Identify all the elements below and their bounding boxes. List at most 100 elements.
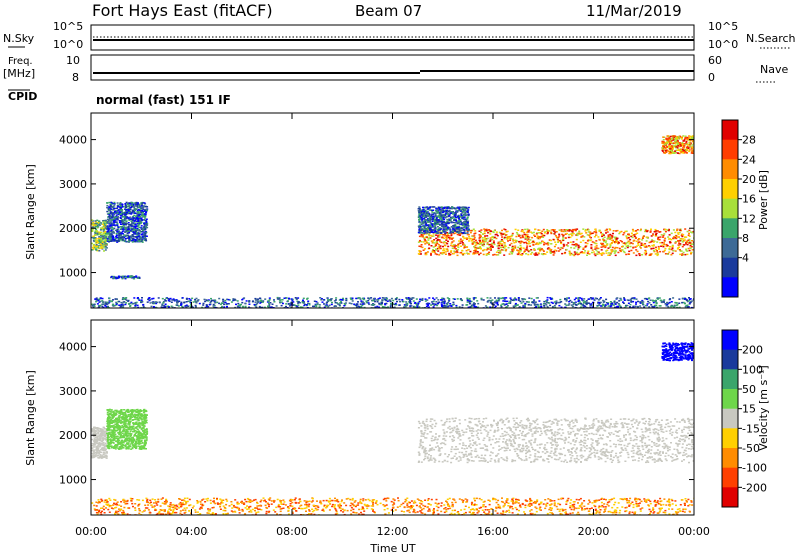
scatter-cell-1 xyxy=(120,213,122,215)
scatter-cell-6 xyxy=(383,297,385,299)
scatter-cell-6 xyxy=(639,301,642,303)
scatter-cell-1 xyxy=(123,206,126,208)
scatter-cell-6 xyxy=(593,298,596,301)
scatter-cell-3 xyxy=(436,253,439,256)
scatter-cell-3 xyxy=(655,233,657,236)
scatter-cell-4 xyxy=(438,208,441,210)
scatter-cell-3 xyxy=(611,246,614,249)
scatter-cell-3 xyxy=(543,243,545,246)
scatter-cell-3 xyxy=(608,254,611,256)
scatter-cell-3 xyxy=(579,233,582,235)
scatter-cell-1 xyxy=(122,229,125,231)
scatter-cell-4 xyxy=(460,214,463,216)
nave-label: Nave xyxy=(760,63,788,76)
scatter-cell-1 xyxy=(131,219,134,221)
scatter-cell-3 xyxy=(597,236,600,238)
scatter-cell-1 xyxy=(117,206,120,208)
scatter-cell-3 xyxy=(528,236,531,238)
scatter-cell-5 xyxy=(684,149,687,152)
scatter-cell-6 xyxy=(692,299,694,301)
scatter-cell-3 xyxy=(569,241,572,243)
scatter-cell-6 xyxy=(574,302,577,304)
scatter-cell-6 xyxy=(675,304,678,307)
scatter-cell-4 xyxy=(466,218,469,220)
scatter-cell-3 xyxy=(478,234,481,236)
scatter-cell-4 xyxy=(418,206,421,208)
scatter-cell-3 xyxy=(479,252,482,254)
scatter-cell-3 xyxy=(627,237,630,239)
scatter-cell-3 xyxy=(557,247,560,249)
scatter-cell-4 xyxy=(424,216,427,218)
scatter-cell-3 xyxy=(478,236,481,238)
scatter-cell-4 xyxy=(442,214,445,216)
scatter-cell-3 xyxy=(485,240,488,242)
scatter-cell-3 xyxy=(553,233,556,235)
scatter-cell-3 xyxy=(595,234,598,237)
scatter-cell-3 xyxy=(502,249,505,251)
scatter-cell-3 xyxy=(451,244,454,247)
scatter-cell-3 xyxy=(434,253,437,255)
scatter-cell-6 xyxy=(613,300,616,302)
scatter-cell-6 xyxy=(129,305,132,307)
scatter-cell-6 xyxy=(112,305,115,307)
scatter-cell-4 xyxy=(434,214,437,216)
scatter-cell-6 xyxy=(280,304,283,307)
scatter-cell-1 xyxy=(136,239,139,241)
scatter-cell-3 xyxy=(657,247,660,250)
scatter-cell-3 xyxy=(495,233,498,236)
scatter-cell-6 xyxy=(382,306,385,308)
scatter-cell-6 xyxy=(125,297,128,299)
scatter-cell-4 xyxy=(457,220,460,222)
scatter-cell-3 xyxy=(547,244,550,246)
scatter-cell-3 xyxy=(691,231,694,234)
scatter-cell-3 xyxy=(649,230,652,232)
scatter-cell-3 xyxy=(434,248,437,250)
scatter-cell-3 xyxy=(421,246,424,249)
scatter-cell-3 xyxy=(475,241,478,244)
scatter-cell-0 xyxy=(98,220,101,223)
scatter-cell-6 xyxy=(325,304,328,306)
scatter-cell-4 xyxy=(437,208,440,210)
scatter-cell-4 xyxy=(442,210,445,212)
scatter-cell-4 xyxy=(418,211,421,213)
scatter-cell-6 xyxy=(160,306,163,308)
scatter-cell-3 xyxy=(554,231,557,233)
scatter-cell-3 xyxy=(435,237,438,240)
scatter-cell-3 xyxy=(670,232,673,235)
scatter-cell-6 xyxy=(655,299,657,302)
scatter-cell-3 xyxy=(483,239,486,241)
scatter-cell-6 xyxy=(360,300,363,302)
scatter-cell-1 xyxy=(109,204,112,206)
scatter-cell-1 xyxy=(119,226,122,228)
scatter-cell-6 xyxy=(176,301,179,303)
scatter-cell-1 xyxy=(128,239,131,241)
scatter-cell-6 xyxy=(607,305,610,307)
scatter-cell-6 xyxy=(292,304,295,306)
scatter-cell-6 xyxy=(92,306,95,308)
scatter-cell-4 xyxy=(456,207,458,210)
scatter-cell-3 xyxy=(503,237,506,240)
scatter-cell-3 xyxy=(490,230,492,233)
scatter-cell-3 xyxy=(611,235,614,237)
scatter-cell-6 xyxy=(175,299,178,301)
scatter-cell-4 xyxy=(457,232,460,234)
scatter-cell-3 xyxy=(495,237,498,240)
scatter-cell-6 xyxy=(623,297,625,299)
scatter-cell-3 xyxy=(630,242,633,244)
scatter-cell-3 xyxy=(418,245,421,247)
scatter-cell-3 xyxy=(596,253,598,255)
scatter-cell-0 xyxy=(98,236,101,238)
scatter-cell-1 xyxy=(116,210,119,212)
scatter-cell-1 xyxy=(130,217,133,219)
scatter-cell-6 xyxy=(626,304,629,307)
scatter-cell-5 xyxy=(689,145,692,148)
scatter-cell-3 xyxy=(622,250,625,253)
scatter-cell-6 xyxy=(573,298,576,301)
scatter-cell-6 xyxy=(430,304,433,306)
scatter-cell-6 xyxy=(548,302,551,304)
scatter-cell-6 xyxy=(416,304,419,307)
scatter-cell-0 xyxy=(103,250,105,252)
scatter-cell-3 xyxy=(511,249,514,251)
scatter-cell-0 xyxy=(94,231,97,234)
scatter-cell-1 xyxy=(138,216,141,218)
